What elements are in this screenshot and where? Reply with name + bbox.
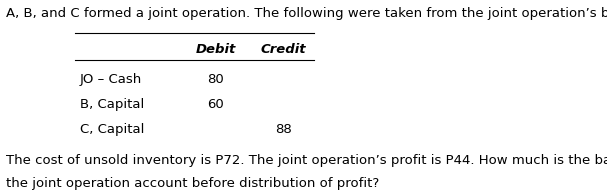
Text: 60: 60 xyxy=(207,98,224,111)
Text: JO – Cash: JO – Cash xyxy=(80,73,142,86)
Text: 88: 88 xyxy=(275,123,292,136)
Text: A, B, and C formed a joint operation. The following were taken from the joint op: A, B, and C formed a joint operation. Th… xyxy=(5,7,607,20)
Text: 80: 80 xyxy=(207,73,224,86)
Text: B, Capital: B, Capital xyxy=(80,98,144,111)
Text: Debit: Debit xyxy=(195,43,236,56)
Text: The cost of unsold inventory is P72. The joint operation’s profit is P44. How mu: The cost of unsold inventory is P72. The… xyxy=(5,154,607,167)
Text: C, Capital: C, Capital xyxy=(80,123,144,136)
Text: the joint operation account before distribution of profit?: the joint operation account before distr… xyxy=(5,177,379,190)
Text: Credit: Credit xyxy=(260,43,306,56)
